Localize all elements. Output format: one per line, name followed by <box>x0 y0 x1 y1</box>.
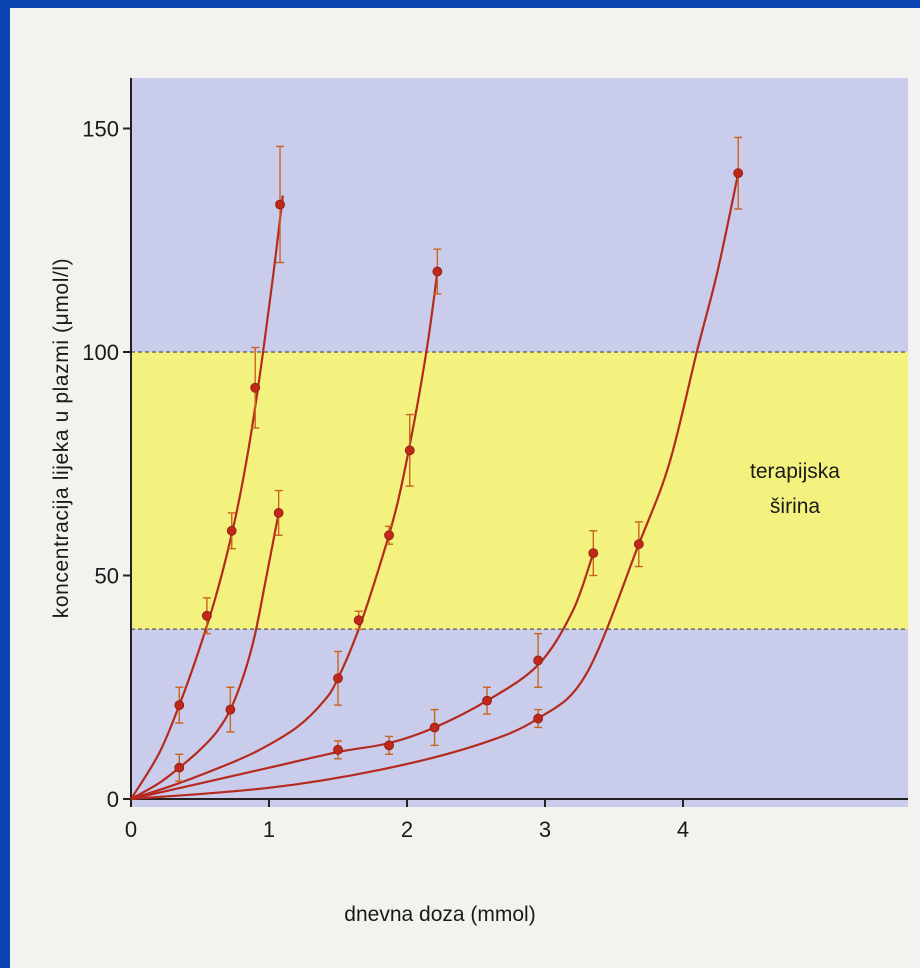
x-tick-label-1: 1 <box>263 817 275 842</box>
series-4-point-3 <box>734 169 743 178</box>
x-tick-label-3: 3 <box>539 817 551 842</box>
x-tick-label-4: 4 <box>677 817 689 842</box>
therapeutic-range-label-line2: širina <box>770 495 821 518</box>
series-0-point-2 <box>202 611 211 620</box>
series-2-point-1 <box>334 674 343 683</box>
series-3-point-3 <box>430 723 439 732</box>
series-0-point-1 <box>175 701 184 710</box>
series-2-point-3 <box>385 531 394 540</box>
series-4-point-2 <box>634 540 643 549</box>
series-2-point-5 <box>433 267 442 276</box>
series-0-point-3 <box>227 526 236 535</box>
x-tick-label-2: 2 <box>401 817 413 842</box>
series-0-point-5 <box>276 200 285 209</box>
series-1-point-2 <box>226 705 235 714</box>
series-2-point-4 <box>405 446 414 455</box>
chart: 0 50 100 150 0 1 2 3 4 dnevna doza (mmol) koncentr… <box>10 8 920 968</box>
series-3-point-5 <box>534 656 543 665</box>
series-0-point-4 <box>251 383 260 392</box>
series-3-point-2 <box>385 741 394 750</box>
series-4-point-1 <box>534 714 543 723</box>
y-tick-label-0: 0 <box>107 787 119 812</box>
therapeutic-band <box>131 352 908 629</box>
series-1-point-1 <box>175 763 184 772</box>
series-2-point-2 <box>354 616 363 625</box>
y-axis-title: koncentracija lijeka u plazmi (μmol/l) <box>50 258 73 619</box>
x-axis-title: dnevna doza (mmol) <box>344 903 535 926</box>
series-3-point-4 <box>483 696 492 705</box>
series-3-point-6 <box>589 549 598 558</box>
y-tick-label-2: 100 <box>82 340 119 365</box>
series-3-point-1 <box>334 745 343 754</box>
y-tick-label-3: 150 <box>82 117 119 142</box>
therapeutic-range-label-line1: terapijska <box>750 460 840 483</box>
series-1-point-3 <box>274 508 283 517</box>
chart-photo: 0 50 100 150 0 1 2 3 4 dnevna doza (mmol) koncentr… <box>10 8 920 968</box>
x-tick-label-0: 0 <box>125 817 137 842</box>
y-tick-label-1: 50 <box>95 564 119 589</box>
